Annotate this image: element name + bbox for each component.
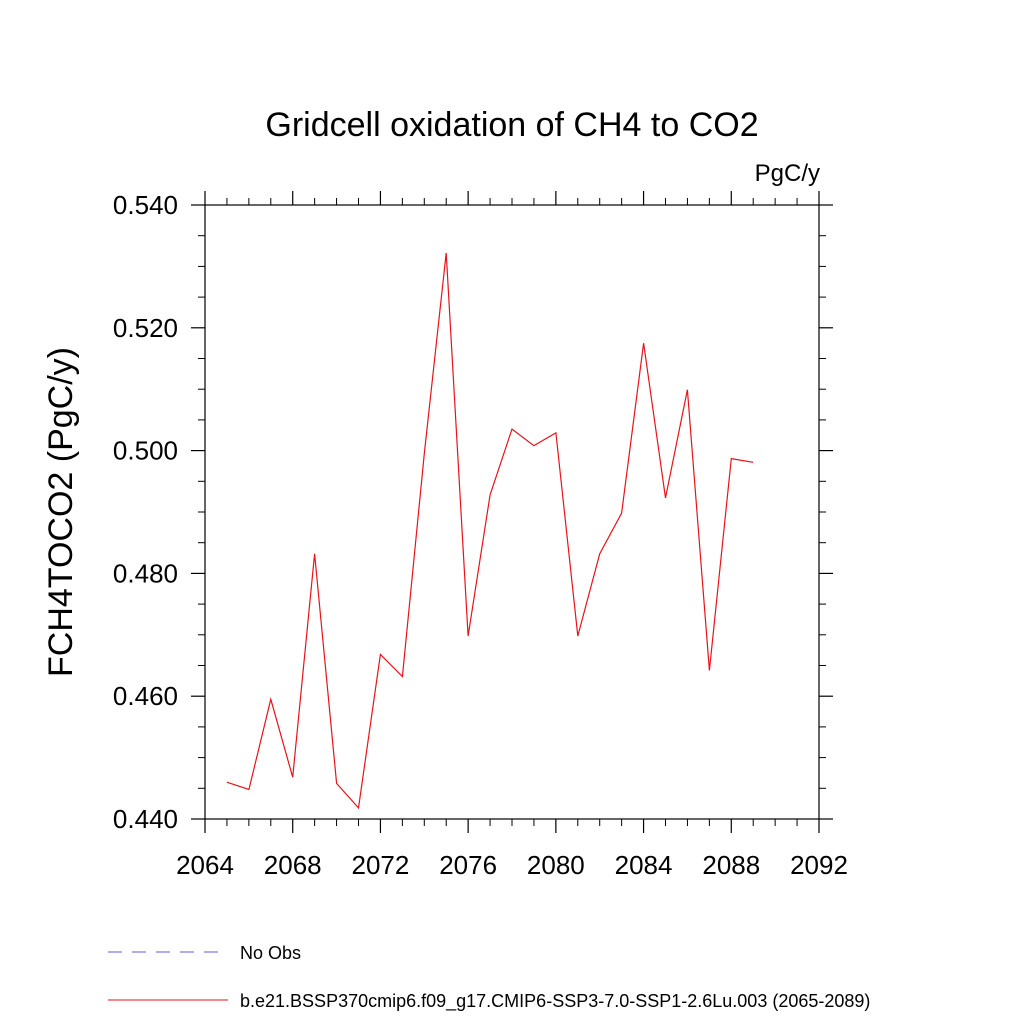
y-tick-labels: 0.440 0.460 0.480 0.500 0.520 0.540 xyxy=(113,190,178,834)
x-tick-label: 2068 xyxy=(264,850,322,880)
y-tick-label: 0.460 xyxy=(113,681,178,711)
x-tick-labels: 2064 2068 2072 2076 2080 2084 2088 2092 xyxy=(176,850,848,880)
units-label: PgC/y xyxy=(755,160,820,187)
x-tick-label: 2084 xyxy=(615,850,673,880)
legend-label-model-run: b.e21.BSSP370cmip6.f09_g17.CMIP6-SSP3-7.… xyxy=(240,991,870,1012)
y-tick-label: 0.540 xyxy=(113,190,178,220)
x-tick-label: 2088 xyxy=(702,850,760,880)
legend: No Obs b.e21.BSSP370cmip6.f09_g17.CMIP6-… xyxy=(108,943,870,1012)
x-tick-label: 2092 xyxy=(790,850,848,880)
series-line-1 xyxy=(226,252,754,810)
x-tick-label: 2064 xyxy=(176,850,234,880)
y-tick-label: 0.520 xyxy=(113,313,178,343)
x-tick-label: 2080 xyxy=(527,850,585,880)
x-tick-label: 2076 xyxy=(439,850,497,880)
y-axis-label: FCH4TOCO2 (PgC/y) xyxy=(42,347,80,677)
legend-label-no-obs: No Obs xyxy=(240,943,301,963)
y-tick-label: 0.480 xyxy=(113,558,178,588)
x-tick-label: 2072 xyxy=(352,850,410,880)
y-tick-label: 0.440 xyxy=(113,804,178,834)
chart-title: Gridcell oxidation of CH4 to CO2 xyxy=(265,106,758,144)
axis-ticks xyxy=(191,191,833,833)
y-tick-label: 0.500 xyxy=(113,436,178,466)
series-layer xyxy=(226,252,754,810)
